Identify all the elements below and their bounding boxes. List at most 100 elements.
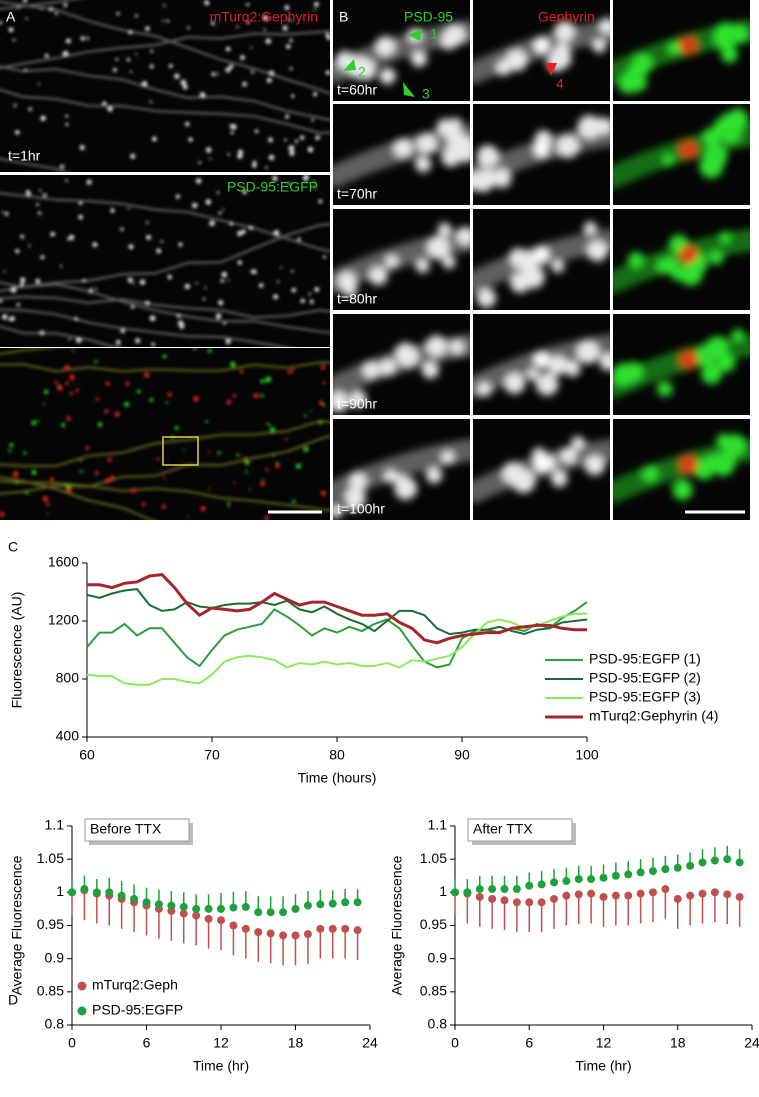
point [303, 930, 312, 939]
image-content [333, 222, 470, 297]
punctum [233, 481, 236, 484]
spine [344, 495, 361, 512]
dendrite [0, 88, 330, 135]
punctum [287, 370, 292, 375]
chart: C 400 800 1200 1600 60 70 80 90 100 Time (hours) Fl… [8, 539, 718, 786]
y-tick-label: 0.85 [37, 983, 64, 999]
punctum [162, 19, 165, 23]
punctum [107, 457, 112, 463]
punctum [25, 17, 28, 20]
spine [708, 250, 724, 265]
punctum [130, 153, 136, 159]
cluster [679, 245, 698, 264]
punctum [79, 459, 83, 462]
marker-label: 3 [422, 86, 430, 102]
y-axis-label: Average Fluorescence [9, 855, 25, 995]
spine [333, 503, 344, 518]
arrowhead [408, 29, 422, 41]
dendrite [473, 221, 610, 308]
punctum [149, 397, 154, 402]
point [661, 885, 670, 894]
punctum [20, 234, 25, 239]
spine [586, 240, 608, 262]
punctum [280, 266, 283, 269]
time-label: t=70hr [337, 186, 377, 202]
y-tick-label: 0.8 [45, 1016, 65, 1032]
punctum [239, 369, 244, 374]
punctum [86, 36, 90, 40]
punctum [322, 381, 326, 385]
y-axis-label: Fluorescence (AU) [9, 592, 25, 709]
dendrites [0, 175, 330, 347]
cluster [533, 37, 550, 54]
point [512, 898, 521, 907]
cluster [679, 36, 698, 55]
legend-label: PSD-95:EGFP [92, 1002, 183, 1018]
punctum [227, 279, 230, 282]
spine [699, 154, 724, 179]
time-label: t=100hr [337, 501, 385, 517]
point [291, 904, 300, 913]
cluster [533, 246, 550, 263]
punctum [325, 33, 330, 38]
point [291, 931, 300, 940]
punctum [65, 122, 69, 126]
point [488, 885, 497, 894]
image-content [473, 221, 610, 308]
punctum [248, 225, 254, 231]
punctum [242, 189, 247, 195]
punctum [69, 391, 74, 396]
punctum [265, 38, 272, 45]
punctum [110, 475, 115, 480]
punctum [68, 338, 71, 341]
punctum [144, 372, 150, 378]
punctum [82, 278, 86, 283]
spine [476, 288, 496, 308]
punctum [272, 454, 275, 457]
punctum [205, 420, 209, 423]
point [192, 904, 201, 913]
point [611, 871, 620, 880]
legend-label: mTurq2:Gephyrin (4) [589, 708, 718, 724]
spine [446, 130, 467, 151]
point [254, 908, 263, 917]
punctum [54, 11, 58, 15]
punctum [38, 83, 41, 86]
point [636, 889, 645, 898]
punctum [260, 481, 265, 487]
punctum [318, 420, 323, 425]
punctum [8, 449, 12, 453]
punctum [258, 283, 264, 288]
title-box [467, 818, 573, 842]
spine [583, 221, 597, 236]
image-content [473, 436, 610, 505]
punctum [64, 364, 71, 371]
spine [392, 138, 413, 159]
punctum [266, 77, 272, 83]
punctum [116, 11, 120, 16]
spine [727, 108, 749, 130]
punctum [211, 72, 216, 77]
point [217, 904, 225, 913]
spine [349, 390, 367, 408]
punctum [97, 422, 103, 428]
punctum [223, 322, 227, 325]
punctum [303, 414, 307, 417]
punctum [89, 287, 93, 291]
punctum [311, 119, 314, 122]
punctum [253, 393, 259, 399]
point [68, 888, 76, 897]
punctum [242, 81, 247, 87]
spine [657, 381, 673, 397]
point [179, 902, 188, 911]
point [698, 889, 707, 898]
panel-label: D [8, 992, 18, 1008]
punctum [104, 409, 109, 414]
punctum [276, 280, 280, 283]
punctum [14, 129, 20, 135]
punctum [62, 50, 69, 57]
legend-label: PSD-95:EGFP (2) [589, 670, 701, 686]
x-tick-label: 60 [79, 747, 95, 763]
point [154, 900, 163, 909]
punctum [268, 423, 271, 427]
